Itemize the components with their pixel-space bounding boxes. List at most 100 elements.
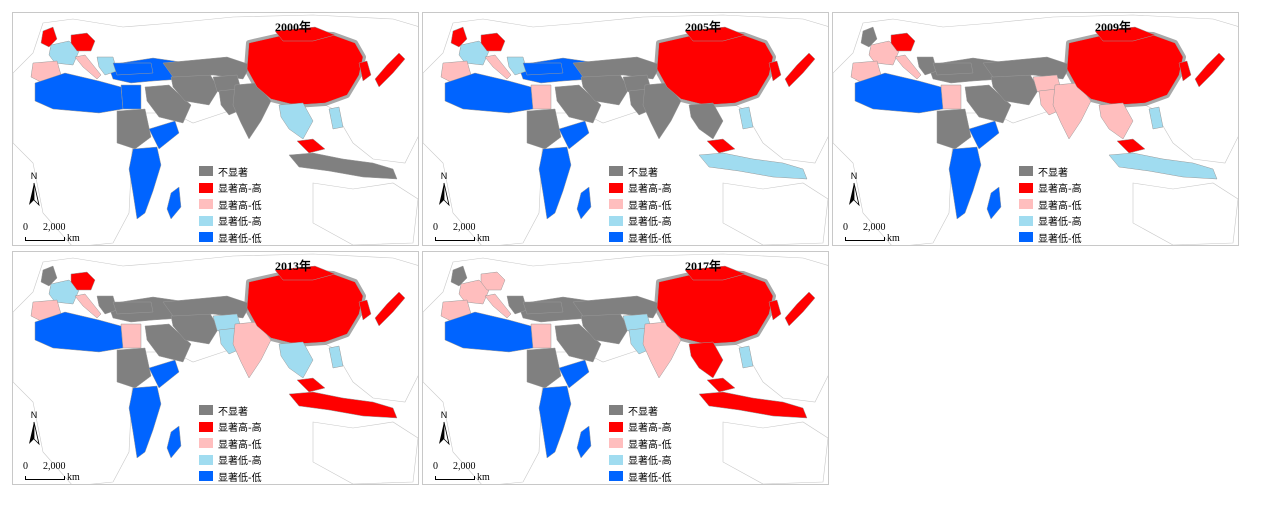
legend-swatch <box>199 471 213 482</box>
legend-label: 显著低-低 <box>628 472 672 484</box>
region-korea <box>768 60 782 82</box>
base-land-1 <box>312 421 418 484</box>
scale-max-label: 2,000 <box>863 222 886 233</box>
legend-swatch <box>609 421 623 432</box>
legend-label: 不显著 <box>1038 167 1068 179</box>
legend-item: 显著低-低 <box>199 229 262 245</box>
region-uk <box>40 265 58 287</box>
legend-swatch <box>199 405 213 416</box>
region-france <box>458 40 490 66</box>
legend-item: 显著低-低 <box>609 229 672 245</box>
legend-swatch <box>609 215 623 226</box>
legend-swatch <box>609 199 623 210</box>
region-central-asia <box>572 295 662 319</box>
panel-year-title: 2017年 <box>685 259 722 273</box>
north-arrow-icon: N <box>26 171 42 211</box>
legend-swatch <box>199 182 213 193</box>
scale-zero-label: 0 <box>843 222 848 233</box>
region-philippines <box>328 106 344 130</box>
region-sudan <box>116 347 152 389</box>
scale-bar-line <box>25 237 65 241</box>
region-indochina <box>1098 102 1134 140</box>
north-label: N <box>30 410 38 420</box>
region-egypt <box>530 84 552 110</box>
region-indonesia <box>288 152 398 180</box>
panel-year-title: 2000年 <box>275 20 312 34</box>
region-japan <box>374 291 406 327</box>
legend-label: 显著低-低 <box>218 233 262 245</box>
region-philippines <box>1148 106 1164 130</box>
legend: 不显著 显著高-高显著高-低 显著低-高显著低-低 <box>199 163 262 245</box>
region-arabia <box>554 84 602 124</box>
legend-label: 显著高-低 <box>218 200 262 212</box>
legend-item: 不显著 <box>1019 163 1082 180</box>
legend-swatch <box>609 182 623 193</box>
scale-unit-label: km <box>477 233 490 244</box>
region-france <box>48 279 80 305</box>
region-italy <box>74 54 102 80</box>
legend-swatch <box>609 471 623 482</box>
region-horn <box>148 359 180 389</box>
region-horn <box>558 359 590 389</box>
scale-unit-label: km <box>887 233 900 244</box>
legend-item: 显著低-低 <box>609 468 672 484</box>
legend-item: 显著低-高 <box>609 452 672 469</box>
region-mongolia <box>274 26 336 42</box>
region-japan <box>374 52 406 88</box>
legend-item: 显著高-高 <box>609 180 672 197</box>
legend-item: 显著高-高 <box>199 419 262 436</box>
scale-zero-label: 0 <box>433 222 438 233</box>
legend-swatch <box>1019 199 1033 210</box>
legend-label: 显著高-低 <box>628 439 672 451</box>
region-arabia <box>144 84 192 124</box>
region-germany <box>70 271 96 291</box>
legend-label: 显著低-高 <box>218 456 262 468</box>
region-balkans <box>96 295 118 315</box>
legend-item: 显著高-低 <box>609 435 672 452</box>
region-madagascar <box>576 186 592 220</box>
region-turkey <box>522 301 564 315</box>
region-east-africa <box>538 146 572 220</box>
scale-bar-line <box>435 237 475 241</box>
legend-label: 不显著 <box>218 167 248 179</box>
region-sudan <box>116 108 152 150</box>
legend-label: 显著低-高 <box>628 456 672 468</box>
legend-label: 显著低-低 <box>218 472 262 484</box>
region-central-asia <box>982 56 1072 80</box>
legend-label: 不显著 <box>628 167 658 179</box>
north-label: N <box>440 171 448 181</box>
legend-item: 不显著 <box>199 163 262 180</box>
region-germany <box>890 32 916 52</box>
region-germany <box>70 32 96 52</box>
region-mongolia <box>274 265 336 281</box>
region-arabia <box>964 84 1012 124</box>
map-panel-3: 2009年 N 0 2,000 km 不显著 显著高-高 显著高-低 显著低-高 显著低… <box>832 12 1239 246</box>
region-madagascar <box>986 186 1002 220</box>
region-horn <box>558 120 590 150</box>
panel-year-title: 2009年 <box>1095 20 1132 34</box>
scale-zero-label: 0 <box>23 461 28 472</box>
region-east-africa <box>538 385 572 459</box>
region-france <box>48 40 80 66</box>
legend-item: 不显著 <box>609 163 672 180</box>
region-sudan <box>936 108 972 150</box>
region-japan <box>784 291 816 327</box>
legend-item: 显著低-高 <box>199 213 262 230</box>
legend-swatch <box>1019 166 1033 177</box>
map-canvas <box>13 14 418 245</box>
legend-item: 显著高-低 <box>199 435 262 452</box>
scale-max-label: 2,000 <box>43 222 66 233</box>
legend-item: 显著高-高 <box>199 180 262 197</box>
region-central-asia <box>162 295 252 319</box>
region-egypt <box>120 84 142 110</box>
region-balkans <box>506 56 528 76</box>
region-philippines <box>738 106 754 130</box>
region-malaysia <box>706 377 736 393</box>
map-canvas <box>423 14 828 245</box>
region-mongolia <box>684 26 746 42</box>
legend-item: 显著低-高 <box>609 213 672 230</box>
region-malaysia <box>296 138 326 154</box>
legend-item: 显著高-低 <box>1019 196 1082 213</box>
map-canvas <box>423 253 828 484</box>
region-korea <box>358 60 372 82</box>
